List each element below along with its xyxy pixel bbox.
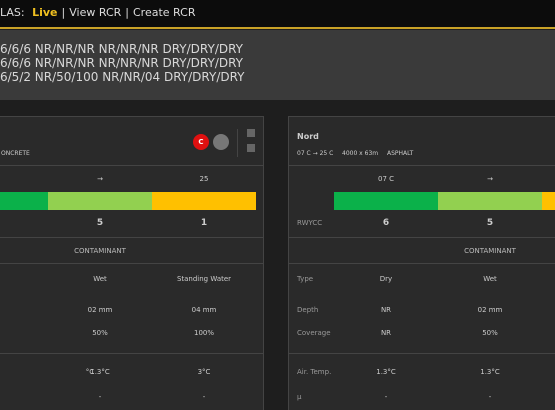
panel-subtitle: ONCRETE	[1, 150, 30, 157]
panel-subtitle: 07 C → 25 C	[297, 150, 334, 157]
divider	[0, 165, 263, 166]
rwycc-bar	[152, 192, 256, 210]
row-label: Depth	[297, 306, 319, 314]
summary-line: 6/6/6 NR/NR/NR NR/NR/NR DRY/DRY/DRY	[0, 56, 243, 70]
cell: 1.3°C	[480, 368, 500, 376]
row-label: Type	[297, 275, 314, 283]
icon-button[interactable]	[247, 129, 255, 137]
cell: -	[384, 393, 388, 401]
runway-panel: Nord 07 C → 25 C 4000 x 63m ASPHALT 07 C → RWY…	[288, 116, 555, 410]
cell: →	[97, 175, 103, 183]
runway-panel: ONCRETE C → 25 5 1 CONTAMINANT Wet Standing Wate…	[0, 116, 264, 410]
section-title: CONTAMINANT	[464, 247, 516, 255]
row-label: Coverage	[297, 329, 331, 337]
cell: NR	[380, 329, 392, 337]
top-bar	[0, 0, 555, 29]
cell: 04 mm	[191, 306, 217, 314]
badge[interactable]: C	[193, 134, 209, 150]
divider	[0, 237, 263, 238]
row-label: RWYCC	[297, 219, 323, 227]
cell: →	[487, 175, 493, 183]
panel-title: Nord	[297, 132, 319, 141]
cell: Wet	[93, 275, 107, 283]
cell: 5	[486, 218, 494, 228]
cell: -	[98, 393, 102, 401]
divider	[289, 237, 555, 238]
cell: 07 C	[377, 175, 395, 183]
cell: 25	[199, 175, 209, 183]
cell: 6	[382, 218, 390, 228]
divider	[289, 263, 555, 264]
panel-subtitle: ASPHALT	[387, 150, 414, 157]
summary-line: 6/6/6 NR/NR/NR NR/NR/NR DRY/DRY/DRY	[0, 42, 243, 56]
row-label: Air. Temp.	[297, 368, 332, 376]
rwycc-bar	[48, 192, 152, 210]
cell: 3°C	[197, 368, 211, 376]
divider	[289, 165, 555, 166]
divider	[289, 353, 555, 354]
nav-item[interactable]: Live	[32, 6, 58, 19]
cell: 100%	[193, 329, 214, 337]
panel-subtitle: 4000 x 63m	[342, 150, 379, 157]
rwycc-bar	[334, 192, 438, 210]
cell: -	[488, 393, 492, 401]
rwycc-bar	[0, 192, 48, 210]
cell: Wet	[483, 275, 497, 283]
cell: NR	[380, 306, 392, 314]
nav-item[interactable]: Create RCR	[133, 6, 196, 19]
divider	[0, 353, 263, 354]
cell: 5	[96, 218, 104, 228]
cell: Dry	[379, 275, 393, 283]
badge-gray[interactable]	[213, 134, 229, 150]
cell: 1	[200, 218, 208, 228]
cell: 02 mm	[477, 306, 503, 314]
cell: 50%	[92, 329, 108, 337]
summary-line: 6/5/2 NR/50/100 NR/NR/04 DRY/DRY/DRY	[0, 70, 245, 84]
cell: °C	[85, 368, 95, 376]
rwycc-bar	[438, 192, 542, 210]
divider	[237, 129, 238, 157]
icon-button[interactable]	[247, 144, 255, 152]
brand: LAS:	[0, 6, 25, 19]
divider	[0, 263, 263, 264]
nav: LAS: Live | View RCR | Create RCR	[0, 6, 199, 19]
cell: 50%	[482, 329, 498, 337]
cell: Standing Water	[176, 275, 232, 283]
cell: 02 mm	[87, 306, 113, 314]
section-title: CONTAMINANT	[74, 247, 126, 255]
nav-item[interactable]: View RCR	[69, 6, 122, 19]
rwycc-bar	[542, 192, 555, 210]
summary-strip	[0, 30, 555, 100]
cell: 1.3°C	[376, 368, 396, 376]
nav-separator: |	[61, 6, 66, 19]
cell: 1.3°C	[90, 368, 110, 376]
row-label: μ	[297, 393, 302, 401]
nav-separator: |	[125, 6, 129, 19]
cell: -	[202, 393, 206, 401]
